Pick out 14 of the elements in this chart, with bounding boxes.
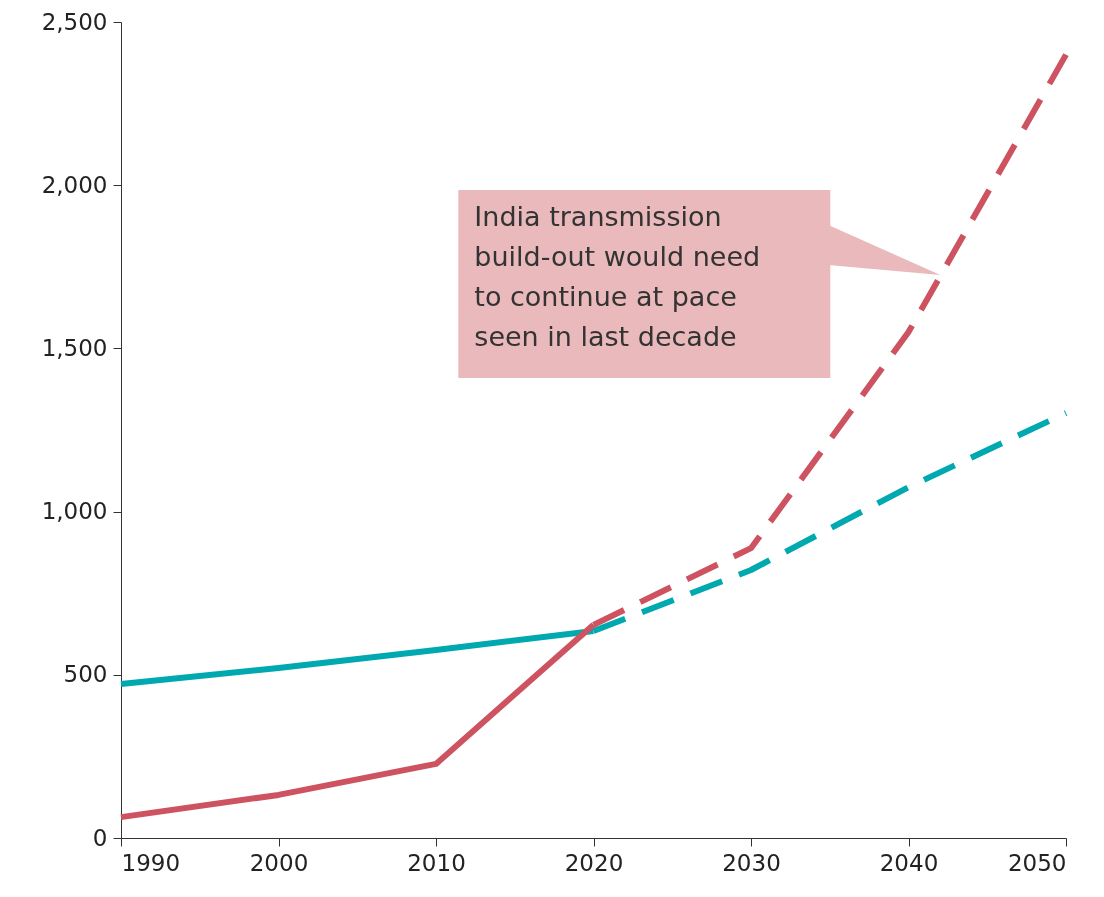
y-tick-label: 2,000 [41, 171, 108, 198]
x-tick-label: 2030 [722, 849, 781, 876]
annotation: India transmission build-out would need to continue at pace seen in last decade [474, 200, 761, 352]
y-tick-label: 0 [92, 824, 108, 851]
y-tick-label: 2,500 [41, 8, 108, 35]
y-tick-label: 500 [63, 661, 108, 688]
x-tick-label: 2040 [879, 849, 939, 876]
x-tick-label: 2010 [407, 849, 466, 876]
x-tick-label: 2050 [1007, 849, 1067, 876]
y-tick-label: 1,000 [41, 498, 108, 525]
x-tick-label: 2000 [249, 849, 309, 876]
x-tick-label: 2020 [564, 849, 624, 876]
x-tick-label: 1990 [121, 849, 181, 876]
y-tick-label: 1,500 [41, 334, 108, 361]
